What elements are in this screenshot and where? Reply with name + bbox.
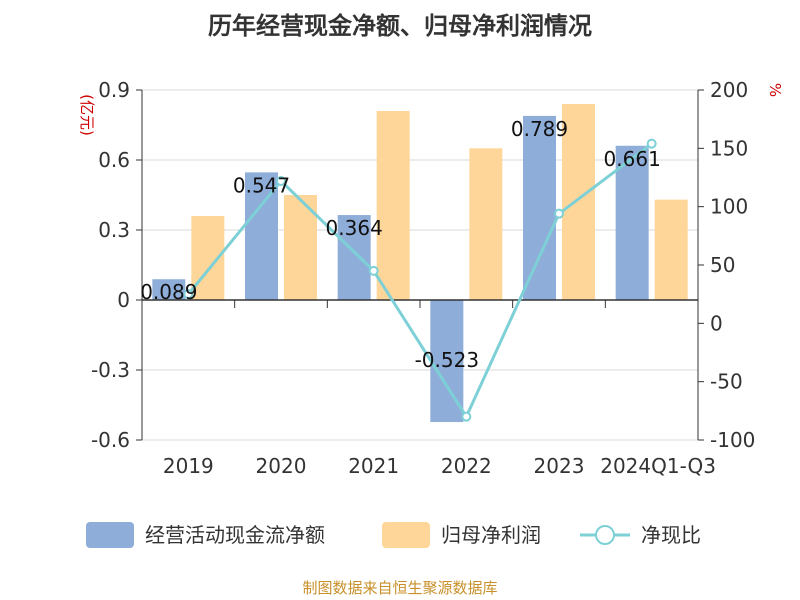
- ratio-point: [368, 265, 379, 276]
- ratio-point: [276, 176, 286, 186]
- right-tick-label: -50: [710, 370, 743, 394]
- data-source-note: 制图数据来自恒生聚源数据库: [302, 579, 498, 597]
- right-tick-label: 150: [710, 136, 748, 160]
- cashflow-data-label: 0.547: [233, 173, 290, 197]
- cashflow-bar: [152, 279, 186, 300]
- ratio-point: [646, 138, 657, 149]
- cashflow-data-label: 0.661: [604, 147, 661, 171]
- category-label: 2021: [348, 454, 399, 478]
- ratio-point: [183, 289, 194, 300]
- ratio-line: [187, 142, 653, 420]
- legend-ratio-marker: [595, 525, 615, 545]
- ratio-line-layer: [183, 138, 657, 422]
- right-tick-label: -100: [710, 428, 755, 452]
- cashflow-bar: [615, 145, 649, 300]
- ratio-point: [461, 411, 472, 422]
- left-tick-label: 0: [117, 288, 130, 312]
- cashflow-data-label: -0.523: [415, 348, 479, 372]
- left-tick-label: 0.6: [98, 148, 130, 172]
- chart-title: 历年经营现金净额、归母净利润情况: [208, 12, 592, 40]
- category-label: 2022: [441, 454, 492, 478]
- axes: 0.9 0.6 0.3 0 -0.3 -0.6 200 150 100 50 0 -50 -100 201…: [91, 78, 755, 478]
- category-label: 2024Q1-Q3: [600, 454, 716, 478]
- right-tick-label: 0: [710, 311, 723, 335]
- left-tick-label: -0.6: [91, 428, 130, 452]
- left-axis-unit: (亿元): [78, 94, 96, 136]
- netprofit-bar: [469, 148, 503, 300]
- bars-layer: [152, 104, 688, 423]
- category-label: 2023: [534, 454, 585, 478]
- legend-ratio-label: 净现比: [641, 523, 701, 547]
- legend-netprofit-label: 归母净利润: [441, 523, 541, 547]
- ratio-point: [554, 208, 564, 219]
- gridlines: [142, 89, 698, 441]
- category-label: 2019: [163, 454, 214, 478]
- right-tick-label: 200: [710, 78, 748, 102]
- data-labels: 0.089 0.547 0.364 -0.523 0.789 0.661: [140, 117, 661, 372]
- legend-netprofit-swatch: [382, 522, 430, 548]
- right-tick-label: 100: [710, 195, 748, 219]
- cashflow-data-label: 0.789: [511, 117, 568, 141]
- legend-cashflow-swatch: [86, 522, 134, 548]
- left-tick-label: -0.3: [91, 358, 130, 382]
- category-label: 2020: [256, 454, 307, 478]
- legend: 经营活动现金流净额 归母净利润 净现比: [86, 522, 701, 548]
- left-tick-label: 0.9: [98, 78, 130, 102]
- cashflow-data-label: 0.089: [140, 280, 197, 304]
- right-axis-unit: %: [766, 83, 784, 97]
- cashflow-bar: [337, 215, 371, 300]
- cashflow-bar: [523, 115, 556, 301]
- right-tick-label: 50: [710, 253, 735, 277]
- netprofit-bar: [562, 104, 595, 300]
- legend-cashflow-label: 经营活动现金流净额: [145, 523, 325, 547]
- cashflow-data-label: 0.364: [326, 216, 383, 240]
- netprofit-bar: [654, 199, 688, 300]
- left-tick-label: 0.3: [98, 218, 130, 242]
- netprofit-bar: [376, 111, 410, 300]
